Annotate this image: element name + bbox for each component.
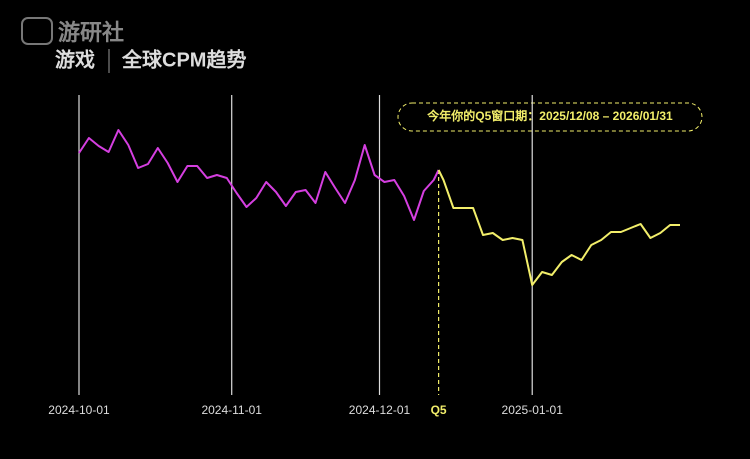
logo-icon xyxy=(21,17,53,45)
line-series xyxy=(437,169,680,286)
x-tick-label: 2024-10-01 xyxy=(48,403,110,417)
x-tick-label: 2025-01-01 xyxy=(502,403,564,417)
chart-title: 全球CPM趋势 xyxy=(121,47,246,71)
marker-label: Q5 xyxy=(431,403,447,417)
line-series xyxy=(78,129,440,221)
annotation: 今年你的Q5窗口期：2025/12/08 – 2026/01/31 xyxy=(426,108,673,123)
section-label: 游戏 xyxy=(55,47,95,71)
watermark: 游研社 xyxy=(58,20,124,45)
annotation-box xyxy=(397,102,703,132)
x-tick-label: 2024-12-01 xyxy=(349,403,411,417)
x-tick-label: 2024-11-01 xyxy=(201,403,262,417)
